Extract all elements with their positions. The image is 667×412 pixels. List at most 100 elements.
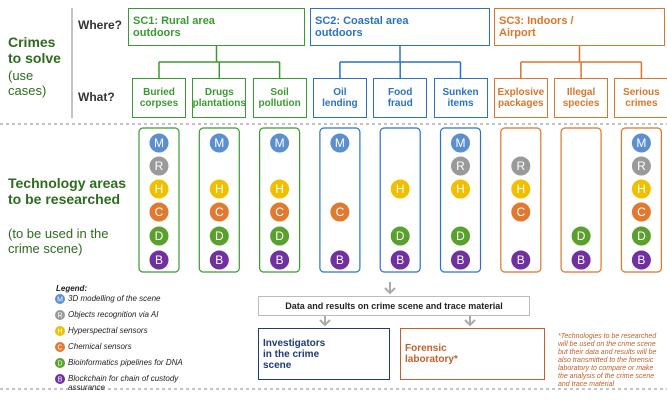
tech-letter: M [456,136,466,150]
legend-title: Legend: [56,284,88,293]
tech-letter: R [456,159,465,173]
tech-letter: C [637,205,646,219]
legend-letter: D [57,361,62,368]
use-case-box: Sunken items [433,78,488,118]
tech-circle [570,225,592,247]
tech-circle [630,178,652,200]
tech-circle [269,132,291,154]
tech-circle [269,249,291,271]
legend-letter: H [57,329,62,336]
tech-letter: H [396,182,405,196]
legend-text: 3D modelling of the scene [68,294,161,303]
tech-letter: M [335,136,345,150]
scenario-box: SC1: Rural area outdoors [128,8,305,46]
tech-circle [269,178,291,200]
tech-letter: B [577,253,585,267]
use-case-box: Oil lending [312,78,367,118]
tech-letter: B [215,253,223,267]
tech-circle [630,155,652,177]
tech-circle [208,201,230,223]
tech-column [319,127,361,273]
use-case-box: Illegal species [554,78,609,118]
tech-circle [510,155,532,177]
tech-circle [208,225,230,247]
tech-circle [148,201,170,223]
legend-circle [55,294,65,304]
legend-letter: C [57,345,62,352]
tech-circle [208,132,230,154]
legend-circle [55,342,65,352]
tech-circle [148,249,170,271]
tech-circle [630,201,652,223]
tech-circle [630,225,652,247]
what-label: What? [78,90,115,104]
use-case-box: Buried corpses [132,78,186,118]
tech-sub: (to be used in the crime scene) [8,226,109,256]
lab-box: Forensic laboratory* [400,328,545,380]
tech-letter: M [214,136,224,150]
tech-letter: B [155,253,163,267]
legend-letter: M [57,297,63,304]
tech-circle [148,225,170,247]
tech-circle [630,249,652,271]
tech-circle [329,249,351,271]
tech-circle [389,178,411,200]
scenario-box: SC3: Indoors / Airport [494,8,665,46]
legend-text: Objects recognition via AI [68,310,159,319]
tech-letter: H [637,182,646,196]
tech-letter: R [516,159,525,173]
tech-letter: M [636,136,646,150]
tech-letter: B [396,253,404,267]
tech-circle [450,132,471,154]
tech-letter: C [516,205,525,219]
tech-letter: M [154,136,164,150]
tech-circle [329,201,351,223]
crimes-label: Crimes to solve [8,34,61,66]
tech-circle [570,249,592,271]
tech-circle [269,225,291,247]
tech-letter: M [275,136,285,150]
tech-letter: D [637,229,646,243]
tech-label: Technology areas to be researched [8,175,127,207]
legend-circle [55,326,65,336]
tech-circle [208,178,230,200]
use-case-box: Food fraud [373,78,428,118]
tech-letter: H [155,182,164,196]
legend-circle [55,310,65,320]
tech-letter: B [336,253,344,267]
footnote: *Technologies to be researched will be u… [558,333,657,388]
tech-circle [329,132,351,154]
tech-letter: D [396,229,405,243]
legend-text: Hyperspectral sensors [68,326,148,335]
use-case-box: Soil pollution [252,78,307,118]
tech-circle [148,132,170,154]
tech-letter: D [275,229,284,243]
tech-circle [389,249,411,271]
tech-letter: H [275,182,284,196]
legend-letter: R [57,313,62,320]
legend-text: Chemical sensors [68,342,132,351]
tech-letter: C [215,205,224,219]
tech-circle [510,249,532,271]
use-case-box: Serious crimes [614,78,667,118]
tech-circle [510,178,532,200]
legend-circle [55,374,65,384]
tech-letter: B [276,253,284,267]
tech-circle [510,201,532,223]
tech-circle [450,178,471,200]
tech-letter: H [215,182,224,196]
tech-letter: C [275,205,284,219]
tech-letter: R [637,159,646,173]
legend-text: Blockchain for chain of custody assuranc… [68,374,179,392]
tech-letter: C [336,205,345,219]
legend-letter: B [58,377,63,384]
tech-circle [450,155,471,177]
legend-circle [55,358,65,368]
arrow [319,316,476,327]
where-label: Where? [78,18,123,32]
tech-letter: D [456,229,465,243]
scenario-box: SC2: Coastal area outdoors [310,8,490,46]
tech-letter: B [637,253,645,267]
arrow [384,282,396,295]
